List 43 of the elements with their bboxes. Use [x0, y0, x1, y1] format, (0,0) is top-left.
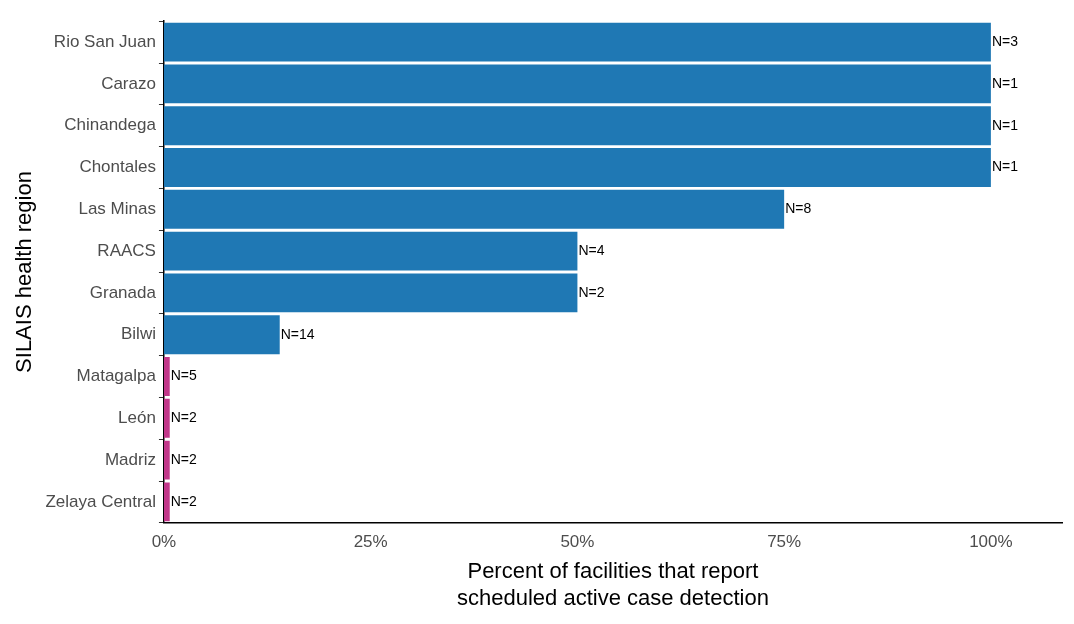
y-tick-label: Las Minas — [78, 198, 156, 218]
y-tick-label: Madriz — [104, 449, 156, 469]
y-tick-label: Carazo — [101, 73, 156, 93]
y-tick-label: Chontales — [79, 157, 156, 177]
bar — [163, 106, 991, 146]
bar — [163, 315, 280, 355]
annotation: N=1 — [991, 116, 1019, 133]
bar — [163, 482, 170, 522]
bar — [163, 64, 991, 104]
annotation: N=2 — [578, 283, 605, 300]
annotation: N=14 — [280, 325, 315, 342]
y-tick-label: Zelaya Central — [45, 491, 156, 511]
annotation: N=3 — [991, 32, 1019, 49]
annotation: N=1 — [991, 158, 1019, 175]
x-tick-label: 0% — [151, 531, 177, 551]
annotation: N=2 — [170, 409, 198, 426]
x-axis-title: Percent of facilities that report scheduled active case detection — [457, 558, 769, 610]
y-tick-label: Chinandega — [64, 115, 157, 135]
bar — [163, 357, 170, 396]
x-tick-label: 50% — [560, 531, 595, 551]
annotation: N=2 — [170, 492, 198, 509]
y-tick-label: Matagalpa — [76, 366, 157, 386]
annotation: N=5 — [170, 367, 198, 384]
y-tick-label: RAACS — [97, 240, 156, 260]
annotation: N=1 — [991, 74, 1019, 91]
bar — [163, 398, 170, 438]
y-tick-label: Rio San Juan — [53, 31, 156, 51]
bar — [163, 148, 991, 187]
bar — [163, 22, 991, 62]
annotation: N=4 — [578, 241, 605, 258]
y-tick-label: Granada — [89, 282, 157, 302]
x-tick-label: 100% — [969, 531, 1013, 551]
y-tick-label: León — [118, 407, 156, 427]
y-axis-title: SILAIS health region — [11, 171, 37, 373]
bar — [163, 440, 170, 480]
x-tick-label: 75% — [767, 531, 802, 551]
bar — [163, 273, 578, 313]
bar — [163, 231, 578, 271]
y-tick-label: Bilwi — [121, 324, 156, 344]
bar — [163, 189, 785, 229]
x-tick-label: 25% — [353, 531, 388, 551]
annotation: N=8 — [785, 200, 812, 217]
annotation: N=2 — [170, 450, 198, 467]
